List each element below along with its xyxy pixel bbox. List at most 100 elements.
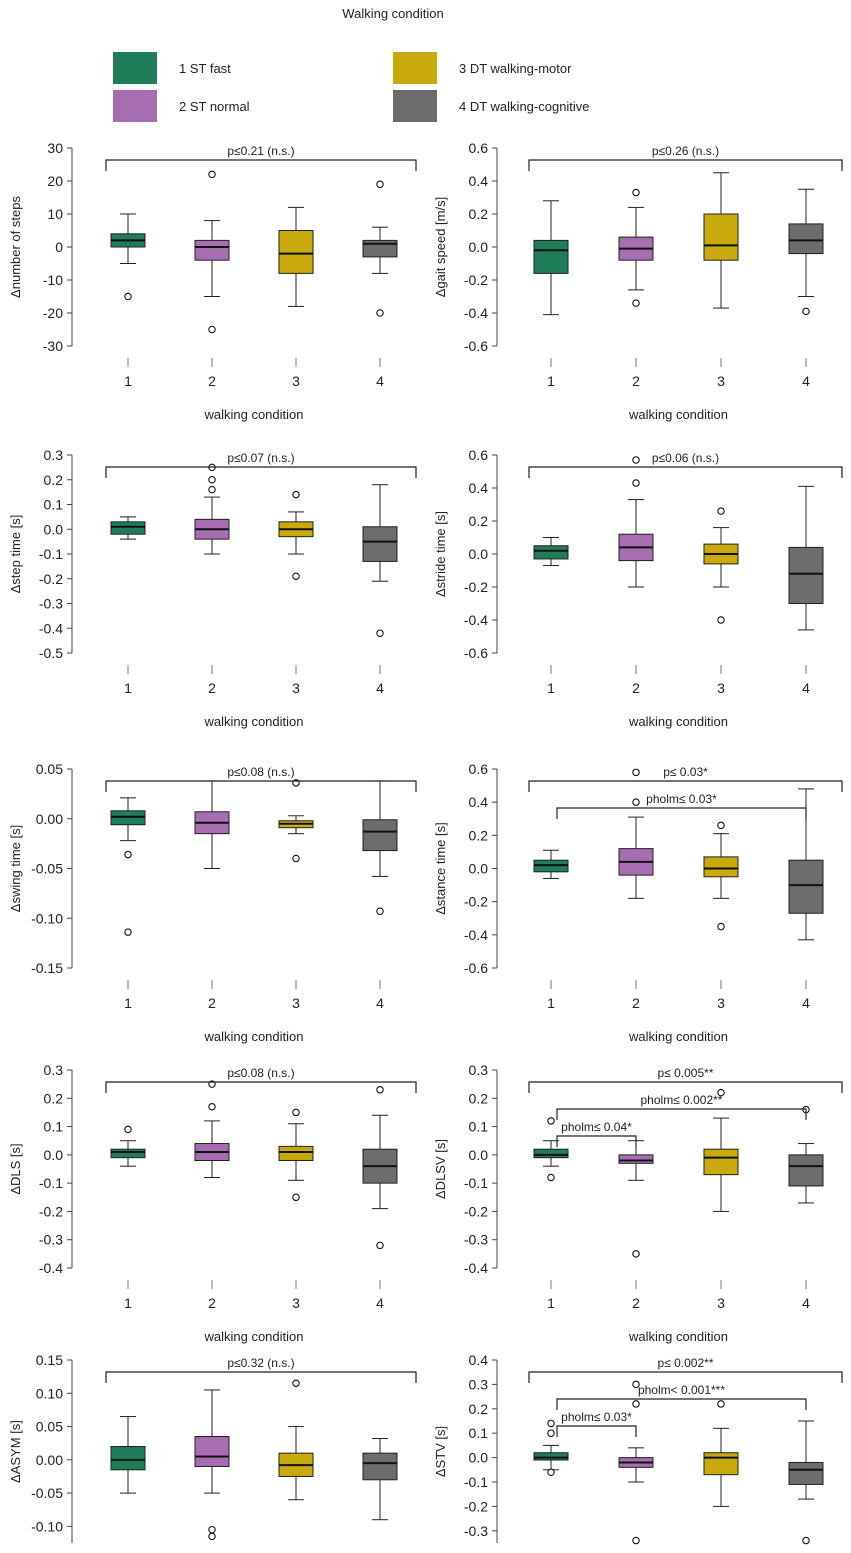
y-tick-label: -30	[43, 338, 63, 354]
box-2	[194, 170, 230, 334]
box-iqr	[703, 1148, 739, 1176]
box-iqr	[533, 1148, 569, 1159]
box-iqr	[618, 1154, 654, 1164]
box-4	[362, 780, 398, 916]
x-tick-label: 4	[802, 680, 810, 696]
outlier-point	[124, 850, 132, 859]
x-tick-label: 4	[376, 680, 384, 696]
box-iqr	[362, 819, 398, 852]
box-1	[110, 1416, 146, 1494]
box-iqr	[110, 521, 146, 535]
y-tick-label: -0.1	[39, 546, 63, 562]
y-tick-label: 0.00	[36, 811, 63, 827]
bracket-line	[105, 780, 417, 792]
y-axis-label: Δnumber of steps	[8, 196, 23, 298]
bracket-line	[105, 1371, 417, 1383]
outlier-point	[802, 307, 810, 316]
x-tick-label: 2	[632, 995, 640, 1011]
y-axis-label: Δswing time [s]	[8, 825, 23, 912]
legend-swatch	[393, 90, 437, 122]
box-iqr	[703, 213, 739, 261]
y-tick-label: -0.3	[464, 1232, 488, 1248]
box-2	[618, 1140, 654, 1258]
bracket-label: pholm≤ 0.03*	[561, 1410, 632, 1424]
x-tick-label: 1	[547, 373, 555, 389]
bracket-label: p≤0.08 (n.s.)	[227, 1066, 294, 1080]
y-tick-label: -0.6	[464, 645, 488, 661]
y-tick-label: -0.15	[31, 960, 63, 976]
outlier-point	[208, 485, 216, 494]
y-tick-label: 0.4	[469, 173, 489, 189]
outlier-point	[632, 768, 640, 777]
outlier-point	[547, 1117, 555, 1125]
y-axis-label: Δstride time [s]	[433, 511, 448, 597]
legend-item-dt-walking-cognitive: 4 DT walking-cognitive	[393, 89, 590, 123]
y-tick-label: 0.6	[469, 761, 489, 777]
x-tick-label: 3	[717, 1295, 725, 1311]
outlier-point	[124, 928, 132, 936]
outlier-point	[376, 907, 384, 916]
y-tick-label: -0.3	[39, 596, 63, 612]
x-tick-label: 1	[124, 680, 132, 696]
box-iqr	[110, 1446, 146, 1471]
significance-bracket: p≤0.08 (n.s.)	[105, 765, 417, 792]
chart-panel-3: 0.3 0.2 0.1 0.0 -0.1 -0.2 -0.3 -0.4 -0.5 Δstep ti…	[8, 447, 417, 729]
y-tick-label: 0.6	[469, 140, 489, 156]
outlier-point	[376, 1086, 384, 1094]
chart-panel-1: 30 20 10 0 -10 -20 -30 Δnumber of steps 1 2 3 4 walk…	[8, 140, 417, 422]
outlier-point	[717, 616, 725, 624]
box-iqr	[788, 1154, 824, 1187]
y-tick-label: 0.0	[44, 521, 64, 537]
significance-bracket: pholm≤ 0.03*	[556, 1410, 637, 1437]
y-tick-label: 0.1	[44, 1119, 64, 1135]
y-tick-label: -0.10	[31, 910, 63, 926]
y-tick-label: -0.3	[39, 1232, 63, 1248]
box-4	[788, 1105, 824, 1204]
y-tick-label: 0.2	[469, 1401, 489, 1417]
bracket-line	[105, 466, 417, 478]
outlier-point	[632, 1250, 640, 1258]
y-tick-label: 0.6	[469, 447, 489, 463]
y-tick-label: 0.2	[44, 1090, 64, 1106]
box-2	[618, 768, 654, 899]
x-tick-label: 1	[124, 373, 132, 389]
y-tick-label: -0.2	[464, 894, 488, 910]
x-tick-label: 2	[208, 373, 216, 389]
x-tick-label: 2	[632, 373, 640, 389]
significance-bracket: pholm≤ 0.002**	[556, 1093, 807, 1120]
box-2	[618, 1380, 654, 1545]
y-tick-label: -0.1	[464, 1474, 488, 1490]
box-1	[533, 537, 569, 567]
bracket-line	[528, 1371, 843, 1383]
legend-item-st-fast: 1 ST fast	[113, 51, 231, 85]
box-4	[362, 1086, 398, 1250]
outlier-point	[208, 170, 216, 179]
y-tick-label: -0.5	[39, 645, 63, 661]
significance-bracket: p≤0.21 (n.s.)	[105, 144, 417, 171]
bracket-label: p≤0.21 (n.s.)	[227, 144, 294, 158]
bracket-label: p≤0.08 (n.s.)	[227, 765, 294, 779]
outlier-point	[376, 309, 384, 317]
outlier-point	[547, 1419, 555, 1428]
box-2	[194, 1080, 230, 1178]
x-axis-label: walking condition	[203, 407, 303, 422]
significance-bracket: pholm≤ 0.04*	[556, 1120, 637, 1147]
y-tick-label: 0.15	[36, 1352, 63, 1368]
y-tick-label: 0.2	[469, 827, 489, 843]
outlier-point	[208, 1532, 216, 1541]
bracket-label: p≤0.07 (n.s.)	[227, 451, 294, 465]
bracket-label: p≤ 0.002**	[658, 1356, 714, 1370]
x-tick-label: 3	[292, 1295, 300, 1311]
y-tick-label: -0.2	[464, 579, 488, 595]
box-iqr	[362, 526, 398, 562]
bracket-line	[105, 1081, 417, 1093]
y-tick-label: -0.4	[464, 305, 488, 321]
box-iqr	[362, 1452, 398, 1481]
outlier-point	[376, 1241, 384, 1250]
outlier-point	[717, 1400, 725, 1408]
y-tick-label: -0.4	[464, 927, 488, 943]
x-tick-label: 2	[632, 680, 640, 696]
y-tick-label: -0.2	[39, 571, 63, 587]
